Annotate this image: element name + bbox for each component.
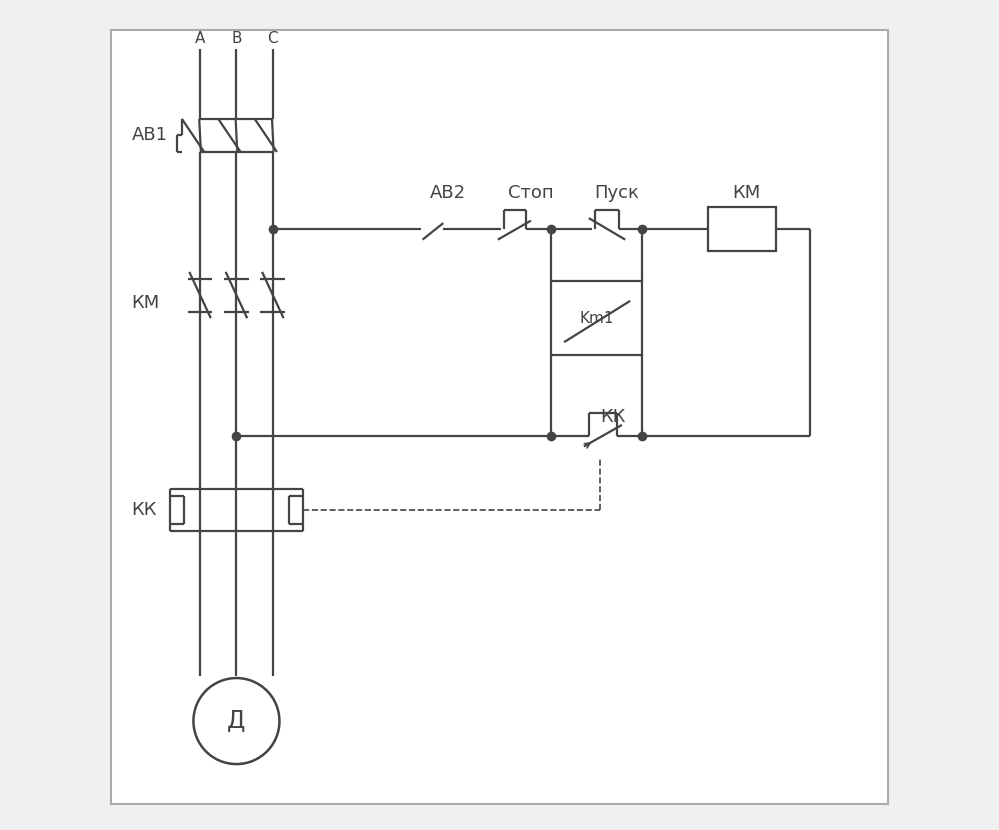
Text: АВ1: АВ1 <box>132 126 168 144</box>
FancyBboxPatch shape <box>111 31 888 803</box>
Text: C: C <box>268 31 278 46</box>
Bar <box>708 207 776 251</box>
Text: Стоп: Стоп <box>508 184 553 203</box>
Text: КК: КК <box>132 501 157 519</box>
Text: КМ: КМ <box>732 184 760 203</box>
Text: Д: Д <box>227 709 246 733</box>
Text: B: B <box>231 31 242 46</box>
Text: КК: КК <box>600 408 626 426</box>
Bar <box>550 281 641 355</box>
Circle shape <box>194 678 280 764</box>
Text: A: A <box>195 31 205 46</box>
Text: АВ2: АВ2 <box>431 184 467 203</box>
Text: КМ: КМ <box>132 295 160 312</box>
Text: Пуск: Пуск <box>594 184 639 203</box>
Text: Km1: Km1 <box>579 310 613 325</box>
